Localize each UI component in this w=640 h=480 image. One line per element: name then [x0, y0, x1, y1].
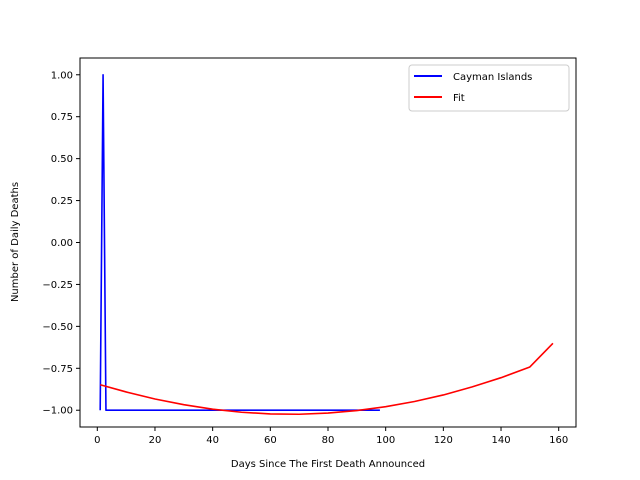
y-tick-label: 0.00 [51, 238, 73, 249]
y-tick-label: 0.75 [51, 112, 73, 123]
x-tick-label: 160 [549, 435, 568, 446]
legend-box [408, 64, 570, 112]
y-axis-title: Number of Daily Deaths [10, 182, 21, 302]
x-tick-label: 60 [264, 435, 277, 446]
y-tick-label: 0.50 [51, 154, 73, 165]
y-ticks: −1.00 −0.75 −0.50 −0.25 0.00 0.25 0.50 0.75 1.00 [42, 70, 80, 417]
x-tick-label: 100 [376, 435, 395, 446]
y-tick-label: −1.00 [42, 406, 73, 417]
y-tick-label: −0.50 [42, 322, 73, 333]
y-tick-label: 1.00 [51, 70, 73, 81]
legend-label-cayman-islands: Cayman Islands [453, 72, 532, 83]
series-layer [99, 73, 554, 416]
plot-area [80, 58, 576, 427]
x-tick-label: 120 [434, 435, 453, 446]
series-line-1 [99, 342, 554, 416]
y-tick-label: −0.75 [42, 364, 73, 375]
x-tick-label: 0 [94, 435, 100, 446]
legend: Cayman Islands Fit [408, 64, 570, 112]
x-tick-label: 20 [149, 435, 162, 446]
legend-label-fit: Fit [453, 93, 465, 104]
x-tick-label: 140 [491, 435, 510, 446]
x-tick-label: 80 [322, 435, 335, 446]
x-tick-label: 40 [206, 435, 219, 446]
y-tick-label: 0.25 [51, 196, 73, 207]
series-line-0 [99, 73, 380, 412]
x-axis-title: Days Since The First Death Announced [231, 459, 425, 470]
x-ticks: 0 20 40 60 80 100 120 140 160 [94, 427, 568, 446]
y-tick-label: −0.25 [42, 280, 73, 291]
